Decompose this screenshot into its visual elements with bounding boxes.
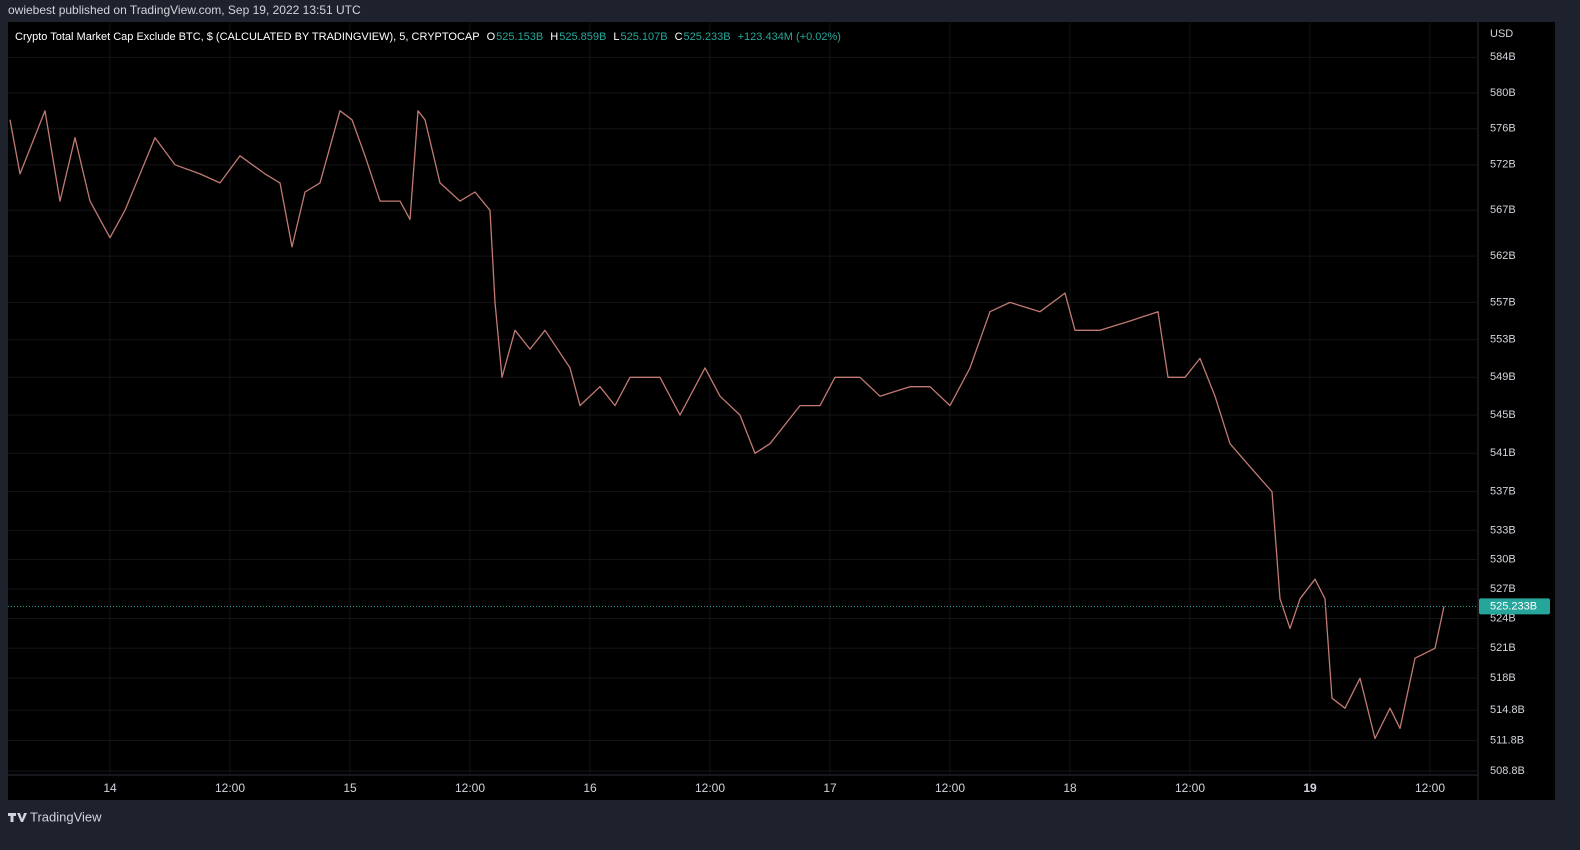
x-tick-label: 12:00 xyxy=(1415,781,1445,795)
y-tick-label: 580B xyxy=(1490,87,1516,99)
tv-logo xyxy=(8,813,27,822)
x-tick-label: 12:00 xyxy=(455,781,485,795)
y-tick-label: 557B xyxy=(1490,296,1516,308)
y-tick-label: 511.8B xyxy=(1490,734,1524,746)
ohlc-key: C xyxy=(675,31,683,43)
ohlc-key: O xyxy=(487,31,496,43)
legend: Crypto Total Market Cap Exclude BTC, $ (… xyxy=(15,31,841,43)
y-tick-label: 530B xyxy=(1490,554,1516,566)
y-tick-label: 508.8B xyxy=(1490,765,1525,777)
y-tick-label: 527B xyxy=(1490,583,1516,595)
ohlc-value: 525.153B xyxy=(496,31,543,43)
y-tick-label: 553B xyxy=(1490,334,1516,346)
y-tick-label: 562B xyxy=(1490,250,1516,262)
x-tick-label: 14 xyxy=(103,781,117,795)
x-tick-label: 15 xyxy=(343,781,357,795)
ohlc-value: 525.859B xyxy=(559,31,606,43)
y-tick-label: 584B xyxy=(1490,51,1516,63)
price-line xyxy=(9,110,1445,740)
chart-panel xyxy=(8,22,1555,800)
y-unit: USD xyxy=(1490,28,1513,40)
footer-brand: TradingView xyxy=(30,809,102,824)
ohlc-value: 525.107B xyxy=(620,31,667,43)
x-tick-label: 17 xyxy=(823,781,837,795)
x-tick-label: 12:00 xyxy=(1175,781,1205,795)
x-tick-label: 12:00 xyxy=(935,781,965,795)
x-tick-label: 19 xyxy=(1303,781,1317,795)
ohlc-key: H xyxy=(550,31,558,43)
y-tick-label: 567B xyxy=(1490,204,1516,216)
y-tick-label: 514.8B xyxy=(1490,704,1525,716)
x-tick-label: 12:00 xyxy=(695,781,725,795)
legend-change: +123.434M (+0.02%) xyxy=(738,31,841,43)
last-price-label: 525.233B xyxy=(1490,600,1537,612)
publisher-header: owiebest published on TradingView.com, S… xyxy=(8,3,361,17)
legend-title: Crypto Total Market Cap Exclude BTC, $ (… xyxy=(15,31,480,43)
y-tick-label: 549B xyxy=(1490,371,1516,383)
y-tick-label: 521B xyxy=(1490,642,1516,654)
grid xyxy=(8,22,1478,775)
x-tick-label: 16 xyxy=(583,781,597,795)
y-tick-label: 545B xyxy=(1490,409,1516,421)
ohlc-value: 525.233B xyxy=(684,31,731,43)
y-tick-label: 576B xyxy=(1490,123,1516,135)
y-tick-label: 524B xyxy=(1490,612,1516,624)
last-price-box xyxy=(1479,598,1550,615)
y-tick-label: 533B xyxy=(1490,524,1516,536)
y-tick-label: 518B xyxy=(1490,672,1516,684)
ohlc-key: L xyxy=(613,31,619,43)
y-tick-label: 537B xyxy=(1490,486,1516,498)
y-tick-label: 572B xyxy=(1490,159,1516,171)
x-tick-label: 18 xyxy=(1063,781,1077,795)
y-tick-label: 541B xyxy=(1490,447,1516,459)
x-tick-label: 12:00 xyxy=(215,781,245,795)
